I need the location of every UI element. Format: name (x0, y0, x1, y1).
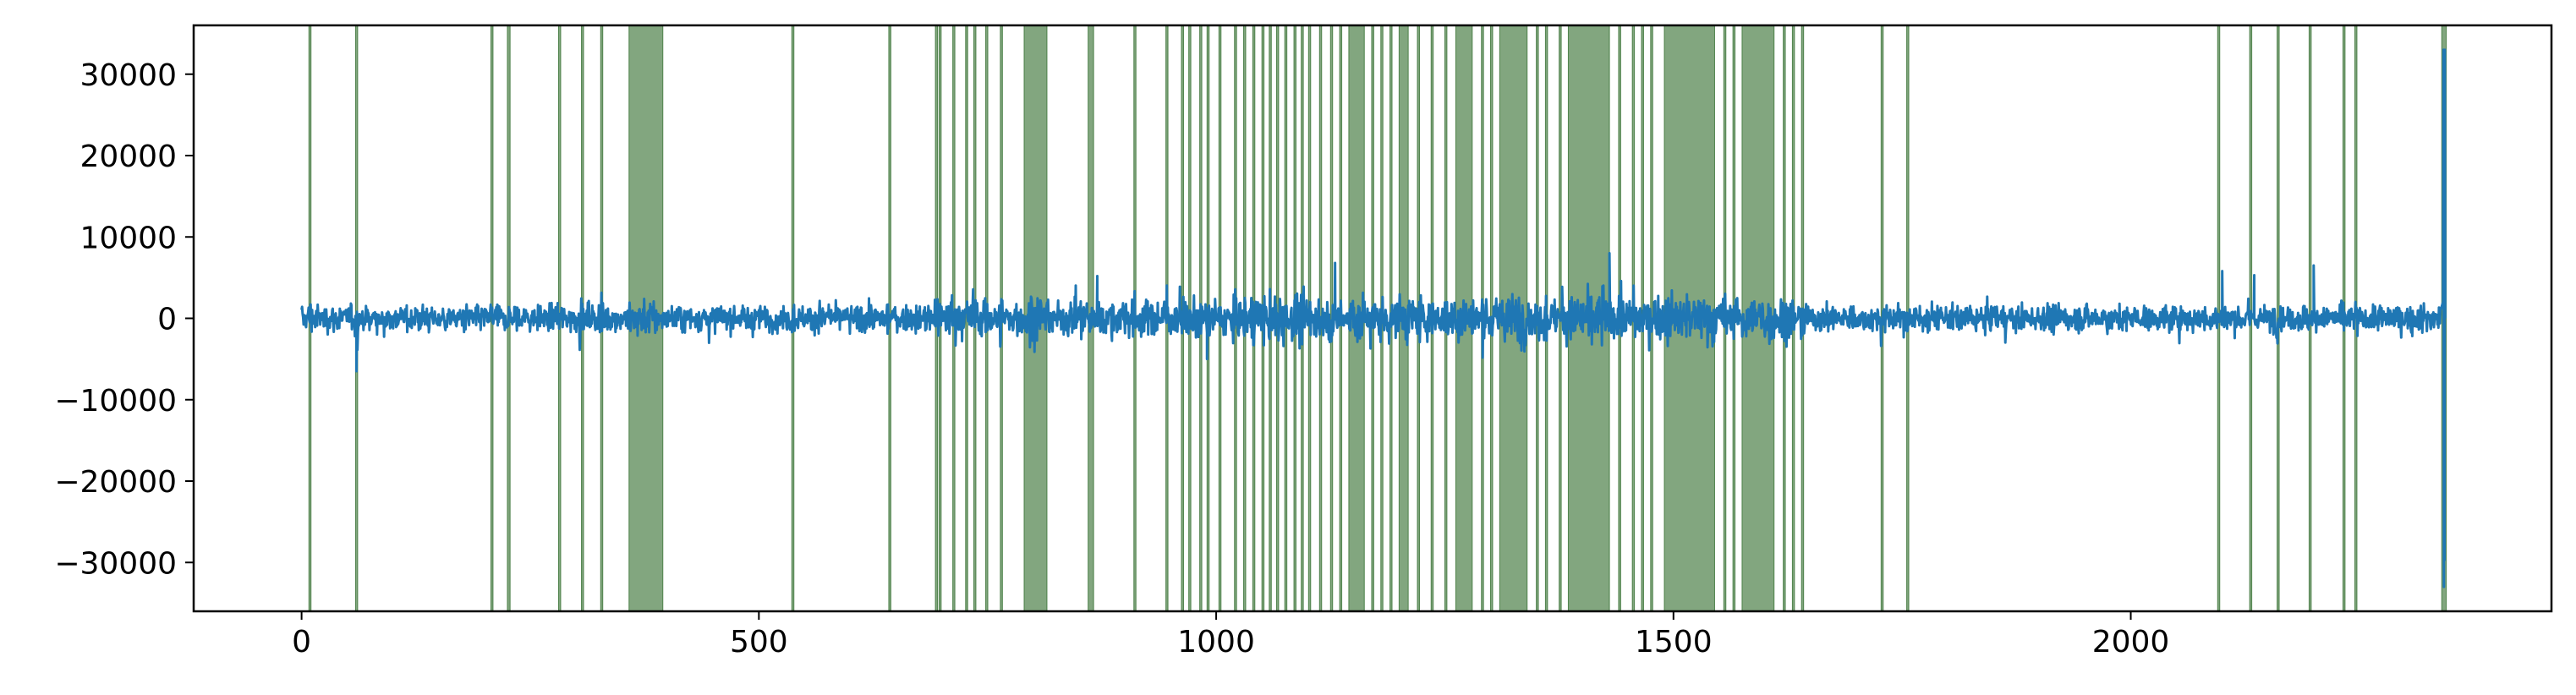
y-tick-label: 20000 (79, 140, 177, 174)
x-tick-label: 2000 (2092, 625, 2170, 659)
y-tick-label: 0 (157, 303, 177, 337)
y-tick-label: −30000 (54, 546, 177, 581)
x-tick-label: 1000 (1177, 625, 1255, 659)
x-tick-label: 1500 (1635, 625, 1713, 659)
x-tick-label: 0 (292, 625, 311, 659)
y-tick-label: −20000 (54, 465, 177, 500)
signal-series (300, 48, 2447, 588)
y-tick-label: −10000 (54, 384, 177, 419)
y-axis: −30000 −20000 −10000 0 10000 20000 30000 (54, 58, 194, 581)
signal-line (300, 48, 2447, 588)
y-tick-label: 30000 (79, 58, 177, 93)
y-tick-label: 10000 (79, 221, 177, 255)
x-tick-label: 500 (730, 625, 788, 659)
x-axis: 0 500 1000 1500 2000 (292, 611, 2169, 659)
